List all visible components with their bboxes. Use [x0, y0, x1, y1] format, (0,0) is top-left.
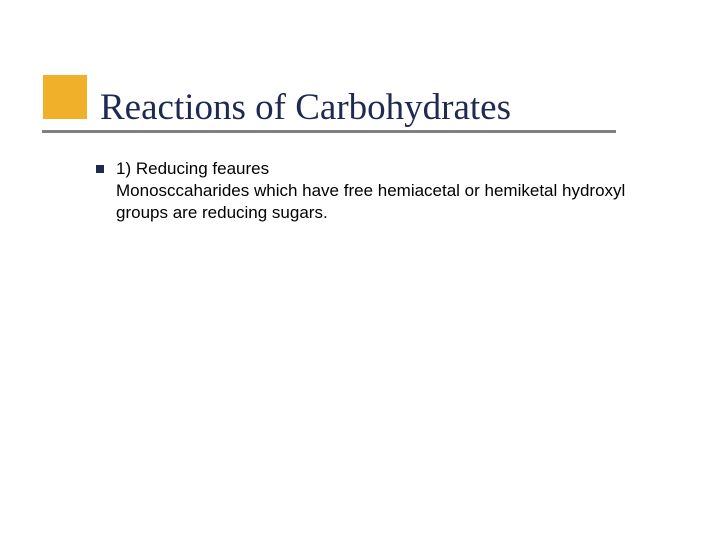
bullet-line-2: Monosccaharides which have free hemiacet… — [116, 181, 625, 222]
bullet-line-1: 1) Reducing feaures — [116, 159, 269, 178]
title-accent-block — [43, 75, 87, 119]
slide-title: Reactions of Carbohydrates — [100, 86, 511, 129]
bullet-marker-icon — [96, 165, 104, 173]
body-area: 1) Reducing feaures Monosccaharides whic… — [96, 158, 676, 223]
bullet-text: 1) Reducing feaures Monosccaharides whic… — [116, 158, 676, 223]
title-underline — [42, 130, 616, 133]
slide: Reactions of Carbohydrates 1) Reducing f… — [0, 0, 720, 540]
bullet-item: 1) Reducing feaures Monosccaharides whic… — [96, 158, 676, 223]
